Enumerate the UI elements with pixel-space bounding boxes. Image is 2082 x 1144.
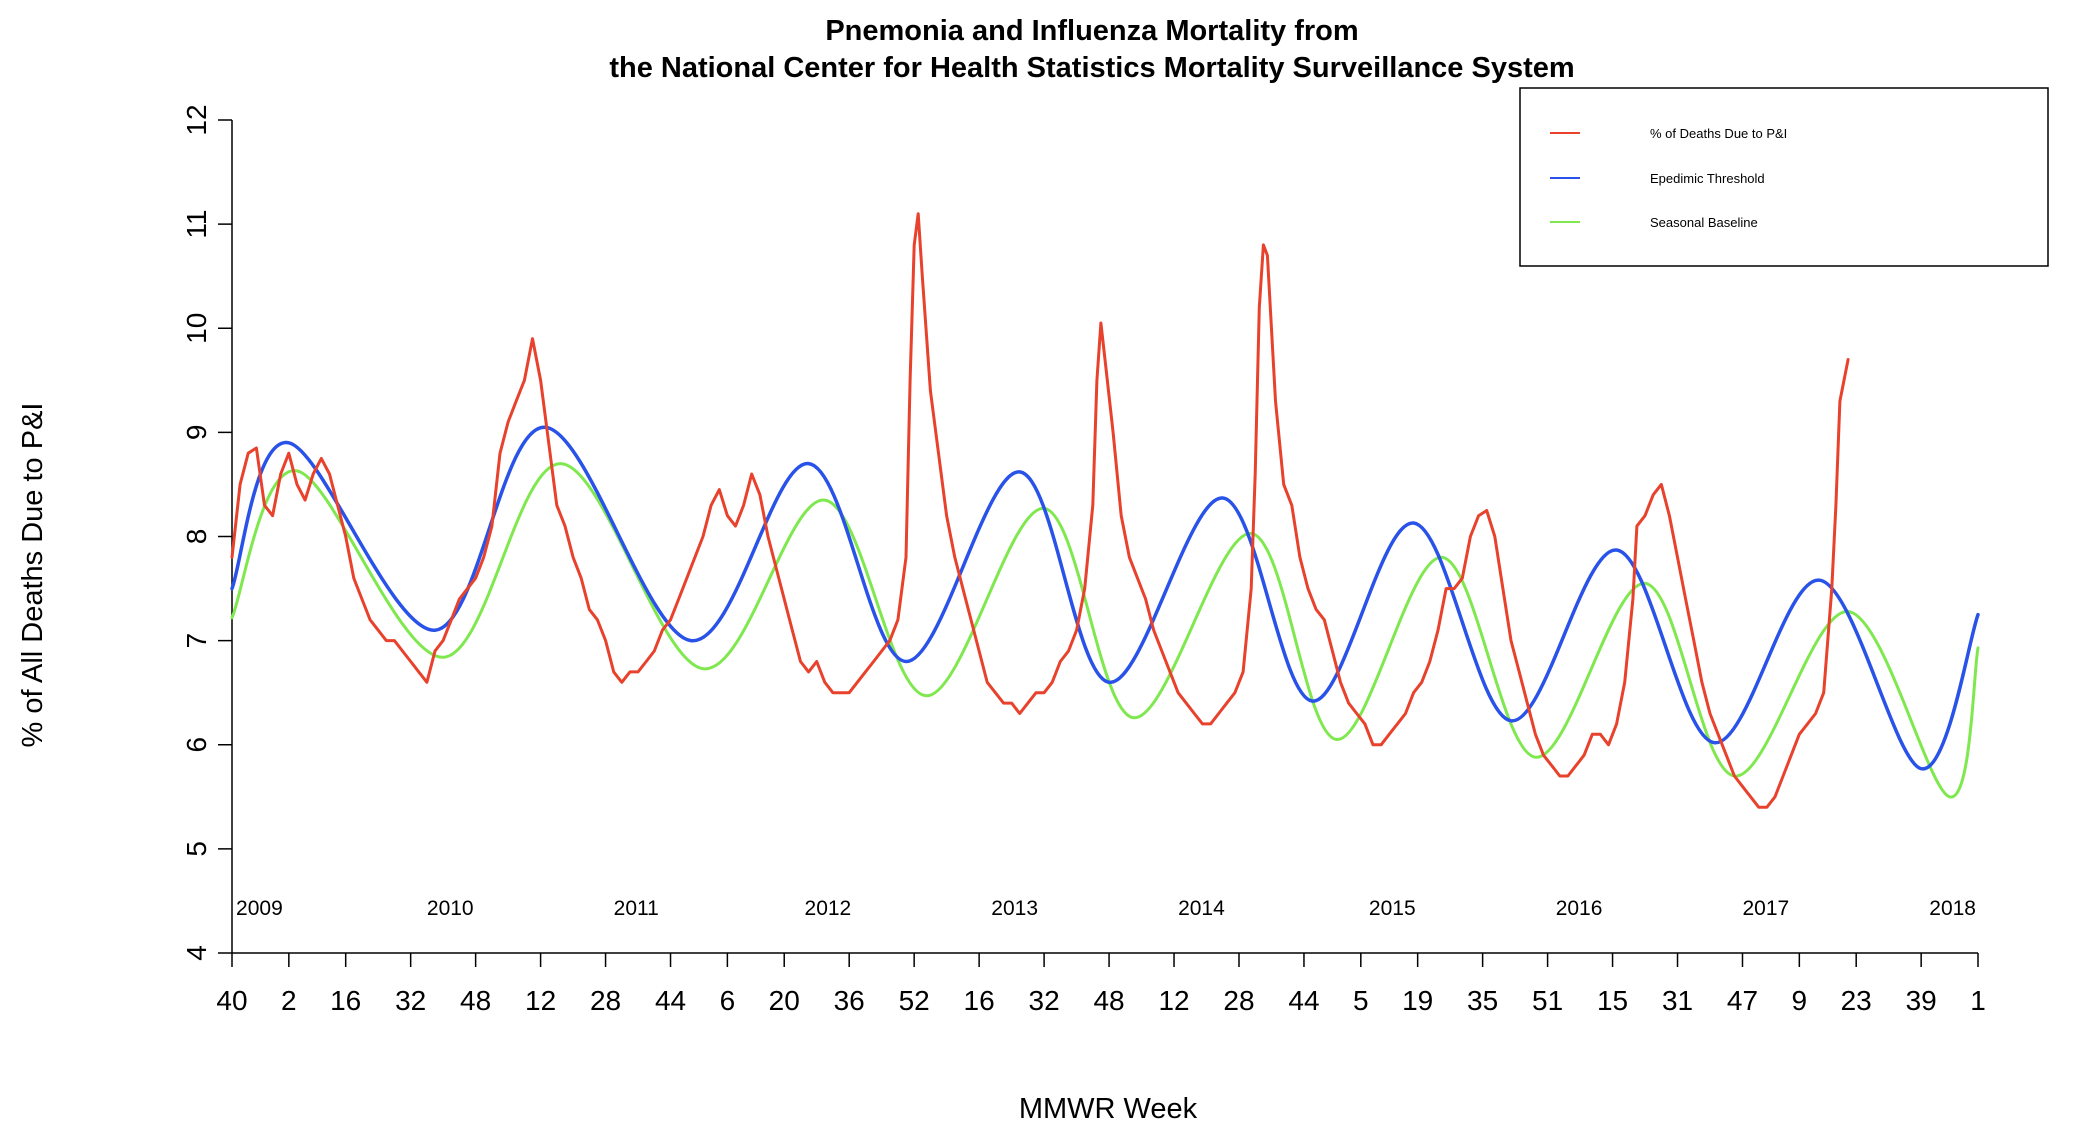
y-tick-label: 8	[181, 529, 212, 545]
y-tick-label: 9	[181, 425, 212, 441]
year-label: 2017	[1742, 897, 1789, 920]
x-tick-label: 20	[769, 985, 800, 1016]
x-tick-label: 2	[281, 985, 297, 1016]
x-tick-label: 6	[720, 985, 736, 1016]
x-tick-label: 1	[1970, 985, 1986, 1016]
x-tick-label: 48	[1093, 985, 1124, 1016]
x-tick-label: 16	[964, 985, 995, 1016]
x-tick-label: 36	[834, 985, 865, 1016]
series-line-pi	[230, 212, 1850, 809]
y-axis: 4 5 6 7 8 9 10 11 12	[181, 104, 233, 961]
y-tick-label: 10	[181, 313, 212, 344]
legend-label-pi: % of Deaths Due to P&I	[1650, 126, 1787, 141]
y-axis-label: % of All Deaths Due to P&I	[17, 403, 49, 748]
x-tick-label: 44	[1288, 985, 1319, 1016]
x-tick-label: 16	[330, 985, 361, 1016]
x-axis-label: MMWR Week	[1019, 1093, 1198, 1125]
x-tick-label: 52	[899, 985, 930, 1016]
x-tick-label: 12	[525, 985, 556, 1016]
year-label: 2011	[614, 897, 659, 920]
y-tick-label: 12	[181, 104, 212, 135]
x-tick-label: 15	[1597, 985, 1628, 1016]
x-tick-label: 47	[1727, 985, 1758, 1016]
legend: % of Deaths Due to P&I Epedimic Threshol…	[1519, 87, 2049, 267]
series-lines	[230, 212, 1980, 809]
y-tick-label: 4	[181, 945, 212, 961]
chart-title-line-1: Pnemonia and Influenza Mortality from	[825, 15, 1358, 47]
x-tick-label: 31	[1662, 985, 1693, 1016]
x-tick-label: 5	[1353, 985, 1369, 1016]
y-tick-label: 6	[181, 737, 212, 753]
x-tick-label: 39	[1906, 985, 1937, 1016]
x-tick-label: 40	[216, 985, 247, 1016]
x-tick-label: 28	[1223, 985, 1254, 1016]
chart-title: Pnemonia and Influenza Mortality from th…	[609, 15, 1574, 84]
y-tick-label: 7	[181, 633, 212, 649]
x-tick-label: 23	[1841, 985, 1872, 1016]
x-tick-label: 28	[590, 985, 621, 1016]
y-tick-label: 11	[181, 210, 212, 239]
x-tick-label: 48	[460, 985, 491, 1016]
x-tick-label: 44	[655, 985, 686, 1016]
x-tick-label: 12	[1158, 985, 1189, 1016]
year-label: 2016	[1556, 897, 1603, 920]
legend-box	[1519, 87, 2049, 267]
x-tick-label: 9	[1792, 985, 1808, 1016]
year-labels: 2009 2010 2011 2012 2013 2014 2015 2016 2017 2018	[236, 897, 1976, 920]
year-label: 2015	[1369, 897, 1416, 920]
year-label: 2013	[991, 897, 1038, 920]
year-label: 2012	[805, 897, 852, 920]
x-tick-label: 35	[1467, 985, 1498, 1016]
year-label: 2010	[427, 897, 474, 920]
x-tick-label: 32	[1029, 985, 1060, 1016]
x-axis: 40 2 16 32 48 12 28 44 6 20 36 52 16 32 48 12 28 44 5 19 35 5…	[216, 952, 1986, 1016]
legend-label-baseline: Seasonal Baseline	[1650, 215, 1758, 230]
year-label: 2018	[1929, 897, 1976, 920]
x-tick-label: 19	[1402, 985, 1433, 1016]
series-line-threshold	[230, 425, 1980, 771]
chart-title-line-2: the National Center for Health Statistic…	[609, 52, 1574, 84]
legend-label-threshold: Epedimic Threshold	[1650, 171, 1765, 186]
year-label: 2014	[1178, 897, 1225, 920]
y-tick-label: 5	[181, 841, 212, 857]
x-tick-label: 32	[395, 985, 426, 1016]
x-tick-label: 51	[1532, 985, 1563, 1016]
year-label: 2009	[236, 897, 283, 920]
